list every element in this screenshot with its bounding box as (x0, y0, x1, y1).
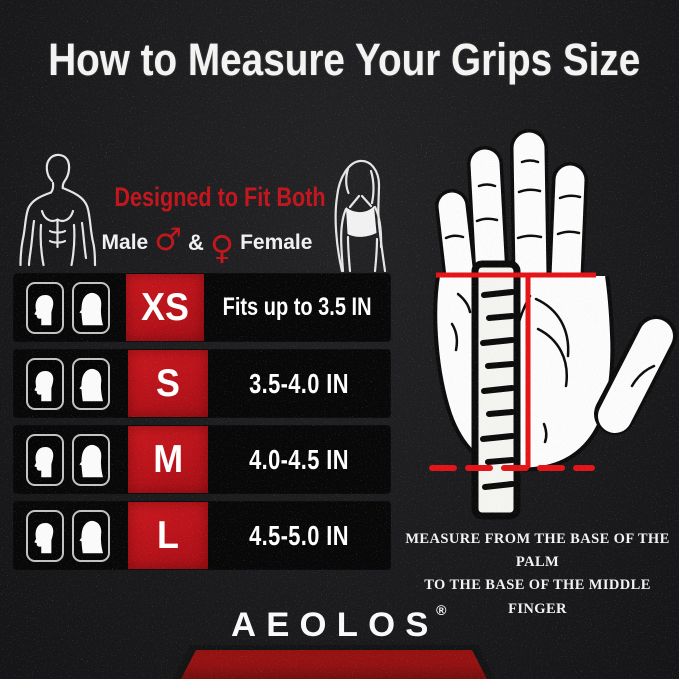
measure-instruction-line1: MEASURE FROM THE BASE OF THE PALM (405, 531, 670, 571)
range-cell: Fits up to 3.5 IN (204, 274, 390, 341)
female-head-icon (72, 433, 110, 486)
bottom-banner (173, 645, 495, 679)
size-row-s: S 3.5-4.0 IN (14, 350, 390, 417)
size-label: S (156, 361, 180, 405)
venus-icon: ♀ (209, 227, 235, 267)
range-cell: 3.5-4.0 IN (208, 350, 390, 417)
gender-icons-cell (14, 274, 126, 341)
size-badge: L (128, 502, 208, 569)
size-table: XS Fits up to 3.5 IN S 3.5-4.0 IN (14, 274, 390, 578)
size-label: M (153, 437, 183, 481)
hand-ruler-illustration (429, 129, 677, 520)
range-label: Fits up to 3.5 IN (222, 293, 372, 321)
bottom-banner-fill (181, 650, 487, 679)
page-title-text: How to Measure Your Grips Size (48, 34, 641, 85)
range-label: 4.5-5.0 IN (249, 519, 349, 551)
registered-mark-icon: ® (436, 602, 447, 618)
fit-heading: Designed to Fit Both (88, 182, 326, 213)
female-top-shape (346, 206, 377, 237)
ampersand: & (188, 230, 204, 255)
size-row-m: M 4.0-4.5 IN (14, 426, 390, 493)
size-row-l: L 4.5-5.0 IN (14, 502, 390, 569)
page-title: How to Measure Your Grips Size (0, 34, 679, 86)
gender-icons-cell (14, 502, 128, 569)
size-row-xs: XS Fits up to 3.5 IN (14, 274, 390, 341)
brand-name: AEOLOS (230, 606, 439, 644)
size-label: XS (140, 285, 189, 329)
size-badge: S (128, 350, 208, 417)
mars-icon: ♂ (154, 221, 183, 258)
size-label: L (157, 513, 179, 557)
range-cell: 4.5-5.0 IN (208, 502, 390, 569)
size-badge: M (128, 426, 208, 493)
female-head-icon (72, 357, 110, 410)
male-label: Male (101, 231, 149, 254)
gender-icons-cell (14, 426, 128, 493)
size-badge: XS (125, 274, 204, 341)
female-head-icon (72, 509, 110, 562)
gender-icons-cell (14, 350, 128, 417)
fit-heading-text: Designed to Fit Both (114, 182, 326, 212)
male-head-icon (26, 281, 64, 334)
male-head-icon (26, 433, 64, 486)
female-head-icon (72, 281, 110, 334)
range-cell: 4.0-4.5 IN (208, 426, 390, 493)
female-figure-icon (334, 159, 387, 273)
female-label: Female (240, 231, 313, 254)
range-label: 4.0-4.5 IN (249, 443, 349, 475)
male-head-icon (26, 357, 64, 410)
range-label: 3.5-4.0 IN (249, 367, 349, 399)
brand-logo: AEOLOS ® (0, 602, 679, 645)
gender-line: Male ♂ & ♀ Female (96, 221, 318, 265)
male-head-icon (26, 509, 64, 562)
